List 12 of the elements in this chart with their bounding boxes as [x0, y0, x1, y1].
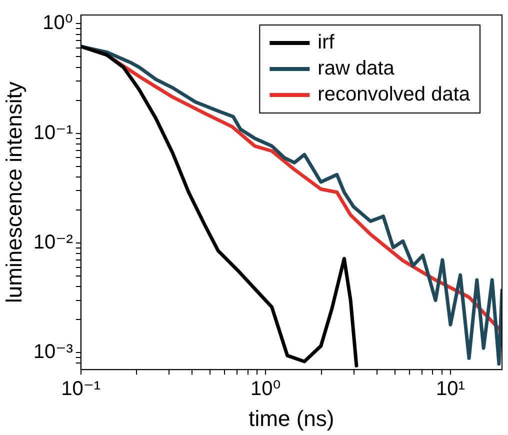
y-axis-title: luminescence intensity [1, 82, 26, 303]
y-tick-label: 10⁻³ [33, 341, 74, 364]
x-tick-label: 10⁰ [250, 378, 281, 400]
x-tick-label: 10⁻¹ [61, 378, 101, 400]
y-tick-label: 10⁻² [33, 231, 74, 254]
legend-label: reconvolved data [318, 84, 471, 106]
y-tick-label: 10⁰ [42, 12, 73, 34]
y-tick-label: 10⁻¹ [33, 122, 74, 144]
legend-label: raw data [318, 58, 396, 80]
legend-label: irf [318, 32, 335, 54]
x-axis-title: time (ns) [248, 406, 334, 431]
x-tick-label: 10¹ [436, 378, 466, 400]
